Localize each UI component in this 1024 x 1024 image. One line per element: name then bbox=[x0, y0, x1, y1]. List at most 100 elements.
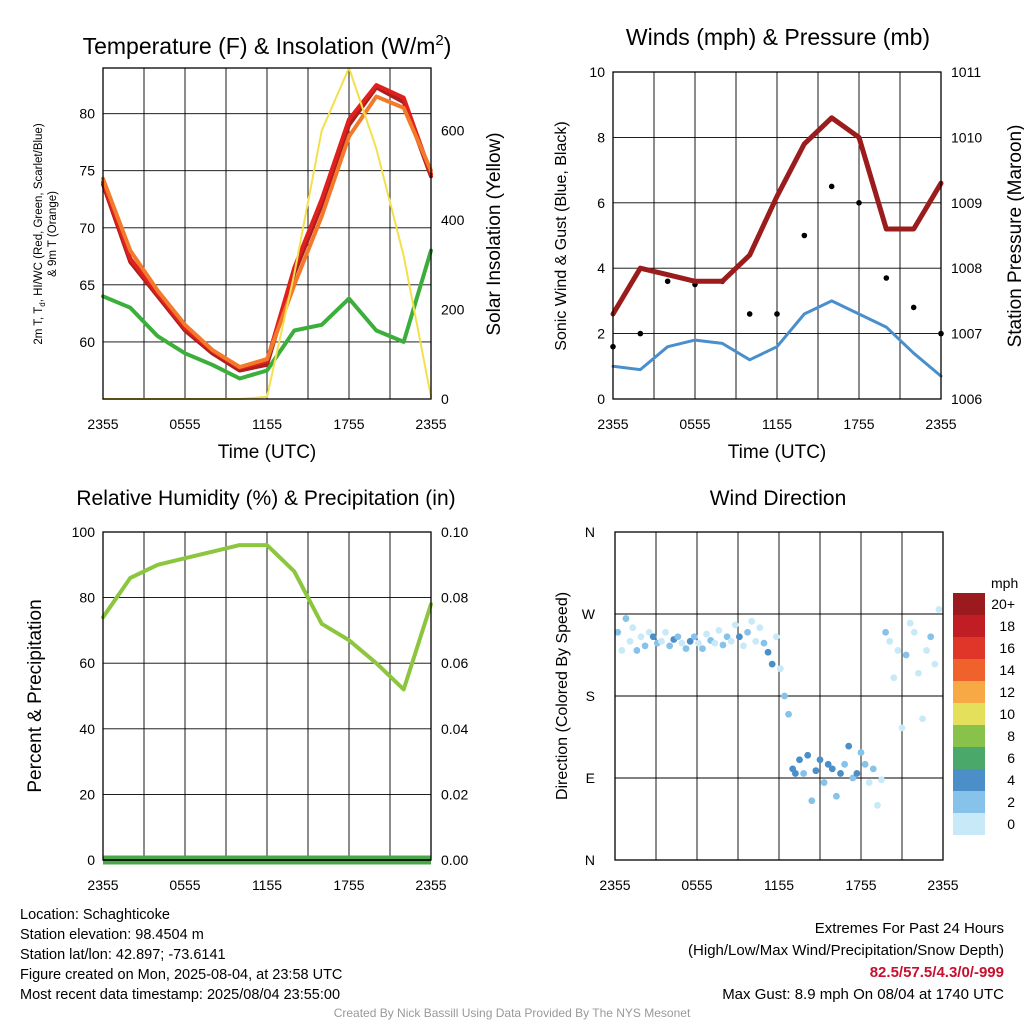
legend-label: 10 bbox=[999, 706, 1015, 722]
direction-point bbox=[694, 639, 702, 647]
rh-panel: Relative Humidity (%) & Precipitation (i… bbox=[25, 487, 468, 893]
direction-point bbox=[800, 770, 807, 777]
direction-point bbox=[637, 633, 645, 641]
direction-point bbox=[649, 633, 657, 641]
y-tick-label: 75 bbox=[79, 163, 95, 179]
rh-grid bbox=[103, 531, 431, 861]
direction-point bbox=[808, 797, 816, 805]
temp-frame bbox=[102, 67, 432, 400]
direction-point bbox=[626, 637, 634, 645]
x-tick-label: 2355 bbox=[415, 877, 446, 893]
legend-swatch bbox=[953, 769, 985, 791]
x-tick-label: 1155 bbox=[252, 877, 282, 893]
station-latlon: Station lat/lon: 42.897; -73.6141 bbox=[20, 947, 226, 963]
dir-yticks: N E S W N bbox=[582, 524, 596, 868]
direction-point bbox=[629, 624, 637, 632]
legend-swatch bbox=[953, 747, 985, 769]
direction-point bbox=[824, 760, 832, 768]
direction-point bbox=[662, 628, 669, 636]
wind-xticks: 2355 0555 1155 1755 2355 bbox=[597, 416, 956, 432]
temp-xticks: 2355 0555 1155 1755 2355 bbox=[87, 416, 446, 432]
x-tick-label: 2355 bbox=[87, 416, 118, 432]
x-tick-label: 1155 bbox=[252, 416, 282, 432]
temp-ylabel-left-line1: 2m T, Td, HI/WC (Red, Green, Scarlet/Blu… bbox=[33, 123, 47, 344]
station-location: Location: Schaghticoke bbox=[20, 907, 170, 923]
temp-series bbox=[101, 67, 433, 400]
gust-point bbox=[637, 330, 644, 337]
direction-point bbox=[894, 647, 902, 654]
y-tick-label: W bbox=[582, 606, 596, 622]
figure-created: Figure created on Mon, 2025-08-04, at 23… bbox=[20, 967, 343, 983]
y-tick-label: 8 bbox=[597, 129, 605, 145]
direction-point bbox=[674, 633, 682, 641]
direction-point bbox=[796, 756, 803, 764]
wind-yticks-left: 0 2 4 6 8 10 bbox=[589, 64, 605, 407]
y-tick-label: 200 bbox=[441, 302, 465, 318]
station-elevation: Station elevation: 98.4504 m bbox=[20, 927, 204, 943]
legend-label: 16 bbox=[999, 640, 1015, 656]
wind-title: Winds (mph) & Pressure (mb) bbox=[626, 24, 930, 50]
direction-point bbox=[781, 692, 788, 700]
wind-ylabel-right: Station Pressure (Maroon) bbox=[1005, 125, 1024, 348]
y-tick-label: 1011 bbox=[951, 64, 981, 80]
direction-point bbox=[715, 627, 723, 634]
direction-point bbox=[898, 724, 906, 732]
dir-points bbox=[614, 606, 943, 809]
gust-point bbox=[883, 275, 890, 281]
y-tick-label: 6 bbox=[597, 195, 605, 211]
series-line bbox=[101, 248, 433, 381]
y-tick-label: 0.10 bbox=[441, 524, 468, 540]
gust-point bbox=[801, 232, 808, 239]
y-tick-label: N bbox=[585, 524, 595, 540]
y-tick-label: 0.02 bbox=[441, 786, 468, 802]
direction-point bbox=[837, 770, 844, 777]
direction-point bbox=[910, 628, 918, 636]
y-tick-label: 80 bbox=[79, 590, 95, 606]
direction-point bbox=[633, 647, 641, 654]
gust-point bbox=[774, 311, 780, 317]
y-tick-label: 2 bbox=[597, 326, 605, 342]
x-tick-label: 2355 bbox=[87, 877, 118, 893]
temp-ylabel-right: Solar Insolation (Yellow) bbox=[484, 132, 505, 335]
direction-point bbox=[682, 645, 690, 653]
gust-point bbox=[746, 311, 753, 317]
rh-frame bbox=[102, 531, 432, 861]
direction-point bbox=[622, 615, 630, 622]
direction-point bbox=[618, 647, 626, 654]
direction-point bbox=[748, 617, 756, 625]
x-tick-label: 1755 bbox=[333, 877, 364, 893]
direction-point bbox=[686, 637, 694, 645]
legend-label: 8 bbox=[1007, 728, 1015, 744]
legend-swatch bbox=[953, 681, 985, 703]
direction-point bbox=[666, 642, 674, 650]
direction-point bbox=[869, 765, 877, 773]
direction-point bbox=[828, 765, 836, 773]
direction-point bbox=[768, 660, 776, 668]
y-tick-label: 600 bbox=[441, 123, 465, 139]
dir-xticks: 2355 0555 1155 1755 2355 bbox=[599, 877, 958, 893]
wind-panel: Winds (mph) & Pressure (mb) 0 2 4 6 8 10 1006… bbox=[553, 24, 1024, 463]
x-tick-label: 2355 bbox=[599, 877, 630, 893]
legend-swatch bbox=[953, 725, 985, 747]
direction-point bbox=[865, 779, 873, 786]
rh-yticks-left: 0 20 40 60 80 100 bbox=[72, 524, 96, 868]
direction-point bbox=[849, 774, 857, 782]
temp-yticks-right: 0 200 400 600 bbox=[441, 123, 465, 407]
y-tick-label: 0.08 bbox=[441, 590, 468, 606]
legend-label: 4 bbox=[1007, 772, 1015, 788]
y-tick-label: 0.00 bbox=[441, 852, 468, 868]
legend-swatch bbox=[953, 703, 985, 725]
y-tick-label: 0 bbox=[441, 391, 449, 407]
series-line bbox=[101, 543, 433, 692]
legend-swatch bbox=[953, 637, 985, 659]
rh-title: Relative Humidity (%) & Precipitation (i… bbox=[76, 487, 455, 510]
y-tick-label: 65 bbox=[79, 277, 95, 293]
x-tick-label: 2355 bbox=[925, 416, 956, 432]
dir-grid bbox=[615, 531, 943, 861]
credit-line: Created By Nick Bassill Using Data Provi… bbox=[333, 1006, 691, 1020]
wind-series bbox=[610, 115, 944, 378]
x-tick-label: 0555 bbox=[169, 877, 200, 893]
y-tick-label: 1006 bbox=[951, 391, 982, 407]
gust-point bbox=[910, 304, 917, 311]
